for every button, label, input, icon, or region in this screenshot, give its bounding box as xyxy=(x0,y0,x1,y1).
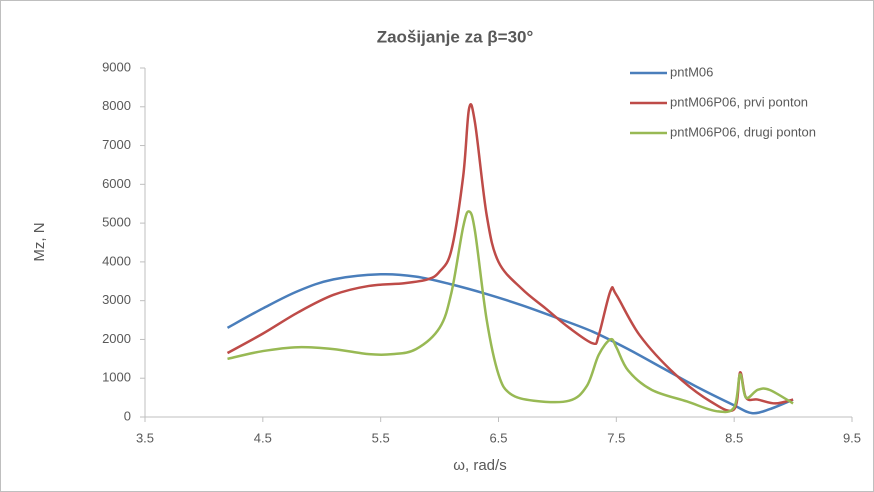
x-tick-label: 8.5 xyxy=(725,430,743,445)
x-tick-label: 7.5 xyxy=(607,430,625,445)
y-tick-label: 6000 xyxy=(102,176,131,191)
y-tick-label: 9000 xyxy=(102,59,131,74)
y-tick-label: 1000 xyxy=(102,370,131,385)
y-tick-label: 7000 xyxy=(102,137,131,152)
chart-title: Zaošijanje za β=30° xyxy=(377,27,534,46)
x-tick-label: 6.5 xyxy=(489,430,507,445)
legend-label: pntM06P06, prvi ponton xyxy=(670,94,808,109)
x-tick-label: 5.5 xyxy=(372,430,390,445)
y-tick-label: 0 xyxy=(124,408,131,423)
legend-label: pntM06P06, drugi ponton xyxy=(670,124,816,139)
y-tick-label: 5000 xyxy=(102,215,131,230)
y-tick-label: 8000 xyxy=(102,98,131,113)
series-line xyxy=(227,210,794,414)
x-axis-label: ω, rad/s xyxy=(453,457,506,474)
y-tick-label: 4000 xyxy=(102,253,131,268)
y-tick-label: 3000 xyxy=(102,292,131,307)
x-tick-label: 3.5 xyxy=(136,430,154,445)
x-tick-label: 4.5 xyxy=(254,430,272,445)
x-tick-label: 9.5 xyxy=(843,430,861,445)
y-axis-label: Mz, N xyxy=(31,222,48,261)
y-tick-label: 2000 xyxy=(102,331,131,346)
legend-label: pntM06 xyxy=(670,64,713,79)
